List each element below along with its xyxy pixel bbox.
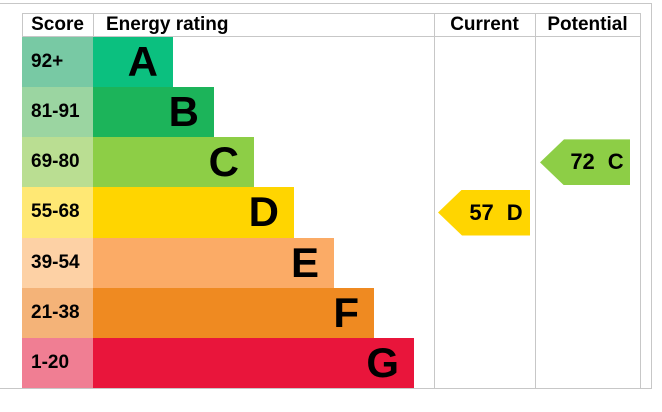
band-row-d: 55-68 D <box>22 187 422 238</box>
band-bar-g: G <box>93 337 414 388</box>
outer-top-border <box>0 3 652 4</box>
band-row-e: 39-54 E <box>22 237 422 288</box>
band-bar-d: D <box>93 187 294 238</box>
energy-rating-column-header: Energy rating <box>106 14 229 35</box>
current-rating-arrow: 57 D <box>438 189 530 236</box>
band-score-range: 81-91 <box>22 87 93 138</box>
band-row-b: 81-91 B <box>22 87 422 138</box>
potential-rating-arrow: 72 C <box>540 139 630 186</box>
band-score-range: 39-54 <box>22 237 93 288</box>
current-rating-value: 57 <box>469 199 494 225</box>
score-column-header: Score <box>31 14 84 35</box>
header-top-line <box>22 13 640 14</box>
band-score-range: 1-20 <box>22 337 93 388</box>
band-score-range: 55-68 <box>22 187 93 238</box>
current-col-left-line <box>434 13 435 388</box>
header-bottom-line <box>22 36 640 37</box>
score-col-left-line <box>22 13 23 36</box>
chart-bottom-border <box>0 388 652 389</box>
rating-bands: 92+ A 81-91 B 69-80 C 55-68 D 39-54 E 21-38 F 1-20 G <box>22 37 422 388</box>
current-rating-letter: D <box>506 199 523 225</box>
band-score-range: 21-38 <box>22 287 93 338</box>
band-row-c: 69-80 C <box>22 137 422 188</box>
potential-col-right-line <box>640 13 641 388</box>
band-row-g: 1-20 G <box>22 337 422 388</box>
current-column-header: Current <box>450 14 519 35</box>
band-score-range: 92+ <box>22 37 93 88</box>
band-score-range: 69-80 <box>22 137 93 188</box>
potential-rating-value: 72 <box>570 149 595 175</box>
band-bar-e: E <box>93 237 334 288</box>
score-col-right-line <box>93 13 94 36</box>
band-bar-a: A <box>93 37 173 88</box>
band-bar-f: F <box>93 287 374 338</box>
band-row-a: 92+ A <box>22 37 422 88</box>
band-bar-b: B <box>93 87 214 138</box>
potential-rating-letter: C <box>607 149 624 175</box>
band-row-f: 21-38 F <box>22 287 422 338</box>
outer-right-border <box>651 3 652 389</box>
band-bar-c: C <box>93 137 254 188</box>
potential-column-header: Potential <box>547 14 628 35</box>
current-col-right-line <box>535 13 536 388</box>
